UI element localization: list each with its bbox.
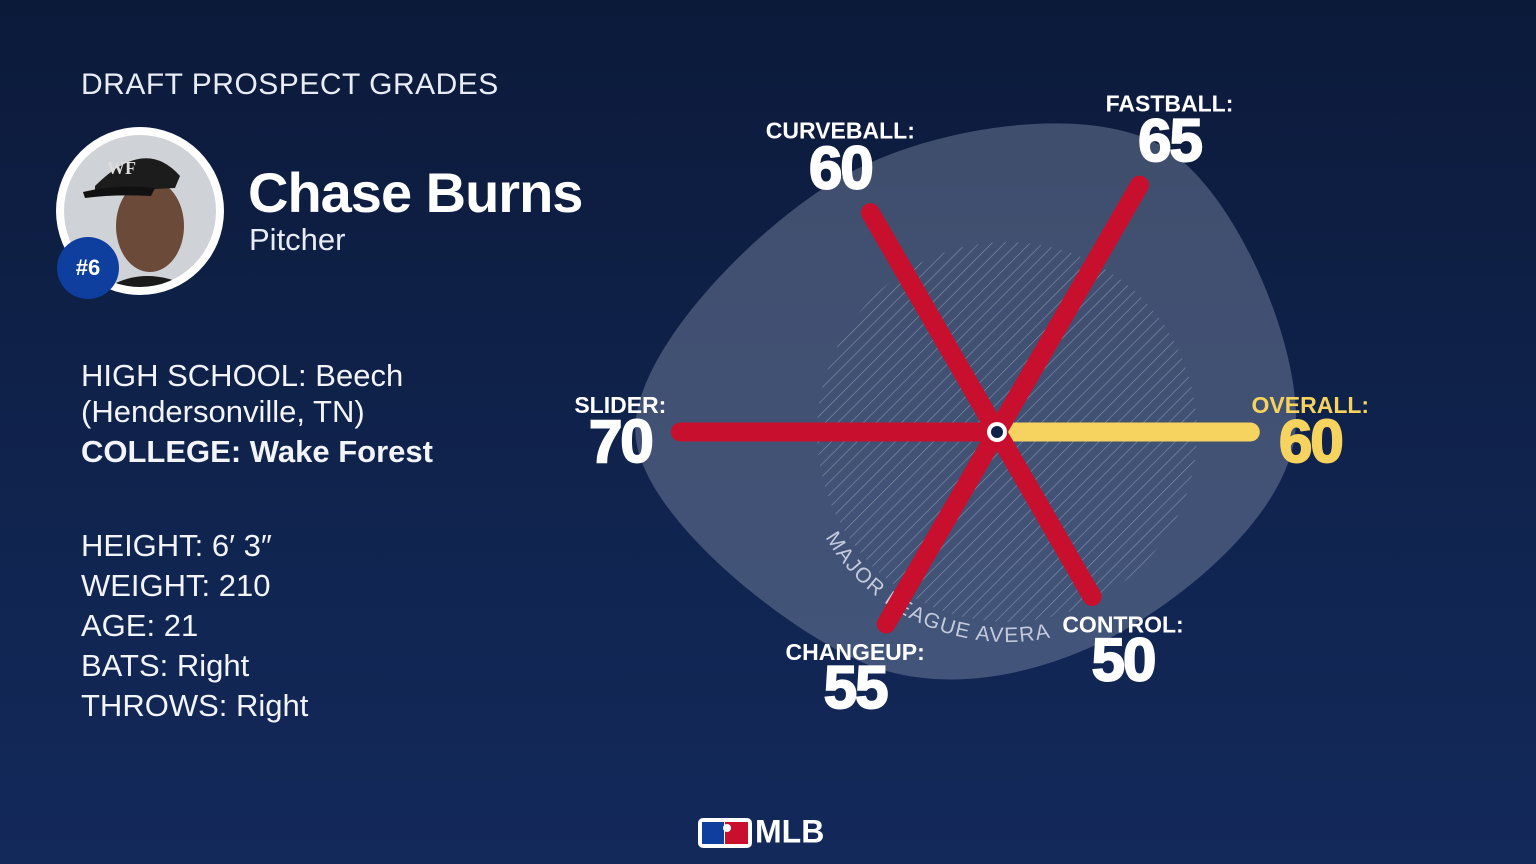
value-label: 55 [824, 654, 887, 721]
stat-value: 6′ 3″ [211, 528, 272, 563]
value-label: 50 [1092, 626, 1155, 693]
college: Wake Forest [249, 434, 433, 469]
school-info: HIGH SCHOOL: Beech (Hendersonville, TN) [81, 358, 441, 430]
high-school: Beech (Hendersonville, TN) [81, 358, 404, 429]
stat-value: 210 [218, 568, 271, 603]
spoke [987, 422, 1102, 607]
college-label: COLLEGE: [81, 434, 242, 469]
college-info: COLLEGE: Wake Forest [81, 434, 433, 470]
player-name: Chase Burns [248, 161, 583, 224]
category-label: CURVEBALL: [766, 118, 915, 144]
stat-label: BATS: [81, 648, 169, 683]
value-label: 60 [809, 134, 872, 201]
center-dot-inner [991, 426, 1003, 438]
player-photo: WF #6 [56, 127, 224, 299]
category-label: OVERALL: [1252, 392, 1370, 418]
value-label: 65 [1138, 107, 1201, 174]
category-label: SLIDER: [574, 392, 666, 418]
value-label: 60 [1279, 408, 1342, 475]
spoke [876, 422, 1007, 634]
spoke [860, 203, 1007, 442]
kicker: DRAFT PROSPECT GRADES [81, 68, 499, 101]
svg-text:WF: WF [107, 158, 136, 178]
stat-label: WEIGHT: [81, 568, 211, 603]
high-school-label: HIGH SCHOOL: [81, 358, 307, 393]
stat-label: HEIGHT: [81, 528, 204, 563]
player-position: Pitcher [249, 222, 346, 257]
stat-value: Right [236, 688, 309, 723]
stat-value: 21 [163, 608, 199, 643]
brand: MLB [755, 815, 824, 849]
stat-label: THROWS: [81, 688, 228, 723]
category-label: CHANGEUP: [786, 639, 925, 665]
category-label: CONTROL: [1062, 612, 1183, 638]
stat-row: HEIGHT: 6′ 3″ [81, 526, 308, 566]
value-label: 70 [589, 408, 652, 475]
category-label: FASTBALL: [1106, 90, 1234, 116]
stat-label: AGE: [81, 608, 156, 643]
stat-row: BATS: Right [81, 646, 308, 686]
mlb-logo: MLB [698, 815, 824, 849]
stat-row: AGE: 21 [81, 606, 308, 646]
stat-row: WEIGHT: 210 [81, 566, 308, 606]
stat-row: THROWS: Right [81, 686, 308, 726]
stats: HEIGHT: 6′ 3″ WEIGHT: 210 AGE: 21 BATS: Rig… [81, 526, 308, 726]
rank-badge: #6 [76, 255, 100, 280]
stat-value: Right [176, 648, 250, 683]
spoke [987, 175, 1149, 442]
